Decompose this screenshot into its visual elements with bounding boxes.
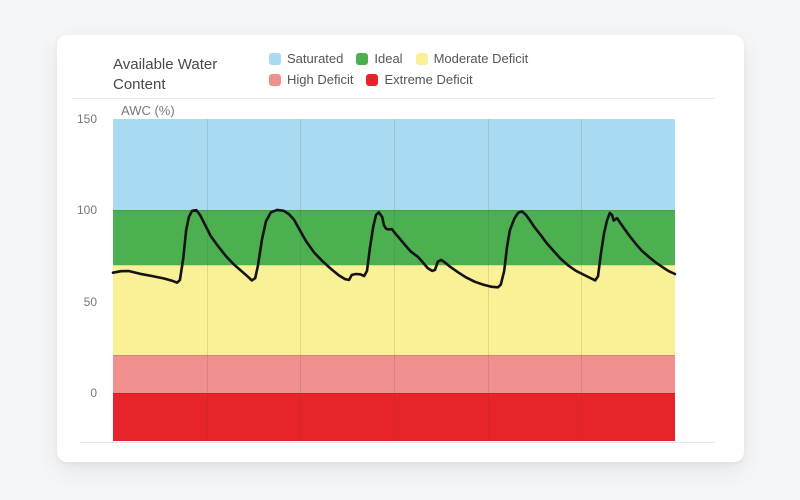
y-axis-tick-label: 0 <box>90 386 97 401</box>
legend-item-saturated[interactable]: Saturated <box>269 51 343 66</box>
legend-label: Extreme Deficit <box>384 72 473 87</box>
chart-legend: Saturated Ideal Moderate Deficit High Defic… <box>269 51 637 87</box>
legend-swatch-icon <box>269 52 281 65</box>
vertical-gridline <box>394 119 395 441</box>
legend-label: Moderate Deficit <box>433 51 529 66</box>
plot-area <box>111 119 677 441</box>
y-axis-tick-labels: 0 50 100 150 <box>57 112 97 441</box>
legend-item-moderate-deficit[interactable]: Moderate Deficit <box>415 51 529 66</box>
chart-title: Available Water Content <box>113 55 217 95</box>
legend-label: Ideal <box>374 51 403 66</box>
zone-extreme-deficit <box>113 393 675 441</box>
vertical-gridline <box>206 119 208 441</box>
zone-saturated <box>113 119 675 211</box>
y-axis-tick-label: 150 <box>76 112 97 126</box>
chart-card: Available Water Content Saturated Ideal Mo… <box>57 35 744 462</box>
zone-high-deficit <box>113 355 675 394</box>
vertical-gridline <box>581 119 583 441</box>
legend-item-high-deficit[interactable]: High Deficit <box>269 72 353 87</box>
x-axis-line <box>80 442 715 443</box>
y-axis-title: AWC (%) <box>121 103 175 118</box>
vertical-gridline <box>487 119 489 441</box>
y-axis-tick-label: 100 <box>76 203 97 218</box>
awc-line-series <box>111 208 677 289</box>
vertical-gridline <box>300 119 302 441</box>
legend-swatch-icon <box>415 52 428 65</box>
legend-label: Saturated <box>287 51 344 66</box>
legend-swatch-icon <box>356 52 369 65</box>
legend-label: High Deficit <box>287 72 354 87</box>
legend-swatch-icon <box>366 73 379 86</box>
zone-ideal <box>113 210 675 266</box>
legend-item-ideal[interactable]: Ideal <box>356 51 403 66</box>
header-divider <box>72 98 715 99</box>
y-axis-tick-label: 50 <box>83 294 97 309</box>
zone-moderate-deficit <box>113 265 675 355</box>
chart-title-line1: Available Water <box>113 56 218 73</box>
legend-item-extreme-deficit[interactable]: Extreme Deficit <box>366 72 473 87</box>
chart-title-line2: Content <box>113 76 166 93</box>
legend-swatch-icon <box>269 73 281 86</box>
